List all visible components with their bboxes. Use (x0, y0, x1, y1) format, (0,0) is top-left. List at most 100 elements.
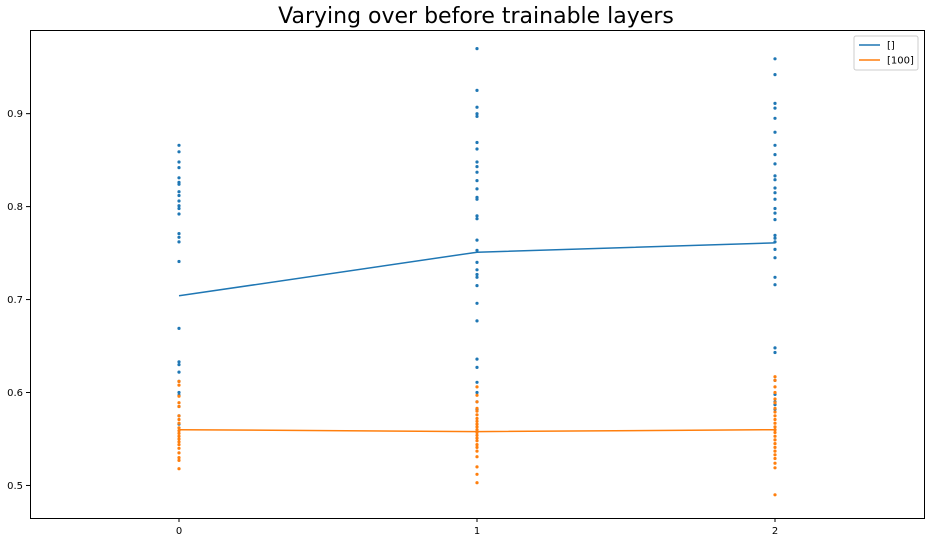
scatter-point (475, 465, 479, 469)
scatter-point (773, 206, 777, 211)
scatter-point (773, 247, 777, 251)
scatter-point (475, 380, 479, 384)
scatter-point (177, 437, 181, 441)
y-tick-label: 0.8 (7, 202, 23, 213)
scatter-point (773, 456, 777, 461)
scatter-point (773, 453, 777, 457)
scatter-point (773, 406, 777, 410)
scatter-point (475, 165, 479, 169)
scatter-point (773, 57, 777, 61)
scatter-point (773, 211, 777, 215)
scatter-point (475, 357, 479, 361)
scatter-point (475, 284, 479, 288)
scatter-point (177, 232, 181, 236)
scatter-point (475, 385, 479, 389)
scatter-point (475, 105, 479, 109)
series-line (178, 428, 776, 433)
scatter-point (773, 346, 777, 350)
scatter-point (177, 426, 181, 430)
scatter-point (475, 248, 479, 252)
scatter-point (773, 73, 777, 77)
scatter-point (475, 433, 479, 437)
scatter-point (475, 393, 479, 397)
scatter-point (475, 47, 479, 51)
y-axis: 0.5 0.6 0.7 0.8 0.9 (7, 109, 30, 492)
scatter-point (773, 461, 777, 465)
x-tick-label: 2 (772, 526, 778, 537)
scatter-point (475, 413, 479, 417)
scatter-point (475, 160, 479, 164)
scatter-point (177, 431, 181, 435)
scatter-point (177, 379, 181, 383)
scatter-point (773, 350, 777, 355)
scatter-point (475, 481, 479, 485)
scatter-point (475, 472, 479, 476)
scatter-point (177, 182, 181, 186)
series-line (178, 242, 776, 297)
scatter-point (773, 466, 777, 470)
scatter-point (475, 436, 479, 440)
scatter-point (177, 446, 181, 450)
scatter-point (475, 319, 479, 323)
scatter-point (475, 140, 479, 145)
scatter-point (177, 143, 181, 147)
scatter-point (773, 385, 777, 389)
scatter-point (177, 434, 181, 438)
scatter-point (177, 417, 181, 422)
scatter-point (177, 160, 181, 164)
scatter-point (773, 378, 777, 382)
scatter-point (177, 370, 181, 374)
scatter-point (475, 428, 479, 432)
scatter-point (773, 162, 777, 166)
scatter-point (475, 365, 479, 369)
scatter-point (475, 272, 479, 277)
scatter-point (177, 199, 181, 203)
scatter-point (773, 390, 777, 395)
scatter-point (773, 116, 777, 120)
scatter-point (475, 425, 479, 429)
scatter-point (475, 197, 479, 201)
scatter-point (773, 236, 777, 240)
scatter-point (475, 416, 479, 421)
scatter-point (177, 456, 181, 460)
series-0 (177, 47, 777, 426)
scatter-point (177, 206, 181, 211)
scatter-point (773, 430, 777, 435)
scatter-point (773, 191, 777, 195)
scatter-point (773, 397, 777, 401)
y-tick-label: 0.9 (7, 109, 23, 120)
y-tick-label: 0.5 (7, 481, 23, 492)
scatter-point (177, 414, 181, 418)
scatter-point (773, 106, 777, 110)
scatter-point (475, 238, 479, 242)
scatter-point (177, 240, 181, 244)
scatter-point (475, 419, 479, 423)
scatter-point (773, 425, 777, 429)
scatter-point (773, 153, 777, 157)
scatter-point (773, 417, 777, 422)
scatter-point (475, 170, 479, 174)
scatter-point (177, 326, 181, 330)
legend-label: [] (887, 41, 895, 52)
scatter-point (177, 190, 181, 194)
scatter-point (475, 301, 479, 305)
scatter-point (177, 166, 181, 170)
scatter-point (177, 212, 181, 216)
scatter-point (177, 193, 181, 198)
scatter-point (177, 401, 181, 405)
scatter-point (773, 143, 777, 147)
scatter-point (773, 401, 777, 405)
scatter-point (177, 440, 181, 444)
scatter-point (177, 451, 181, 455)
scatter-point (475, 214, 479, 218)
scatter-point (177, 421, 181, 425)
scatter-point (475, 406, 479, 410)
scatter-point (773, 434, 777, 438)
scatter-point (773, 101, 777, 105)
scatter-point (177, 363, 181, 367)
scatter-point (177, 390, 181, 395)
y-tick-label: 0.7 (7, 295, 23, 306)
scatter-point (475, 217, 479, 221)
scatter-point (177, 394, 181, 398)
